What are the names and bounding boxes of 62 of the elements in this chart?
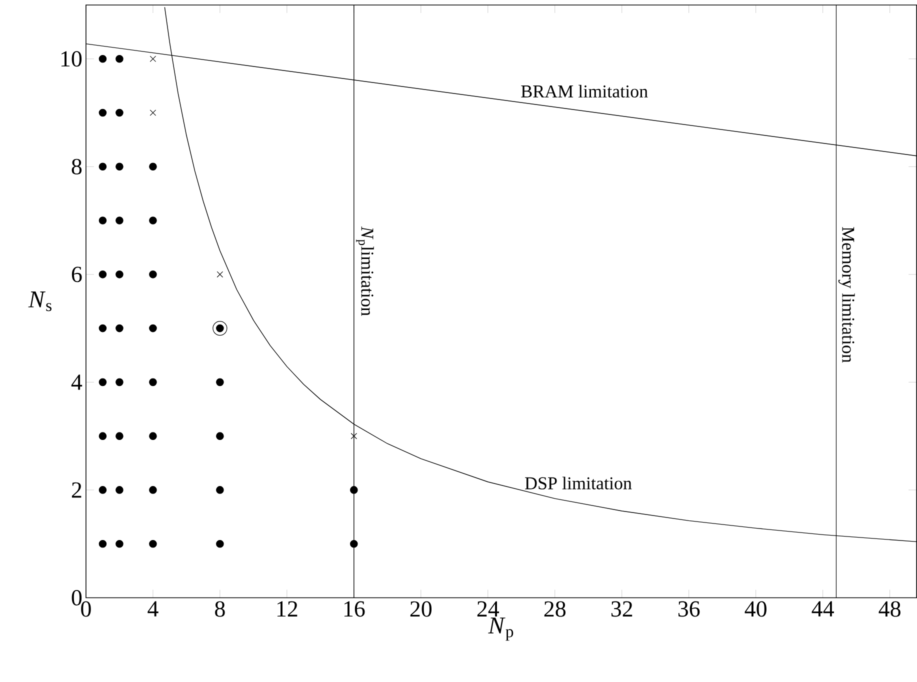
- y-tick-label: 6: [72, 266, 82, 282]
- point: [116, 216, 124, 225]
- y-tick-label: 4: [71, 374, 82, 390]
- point: [116, 324, 124, 332]
- x-axis-title: N$_{p}$: [488, 618, 514, 641]
- point: [350, 540, 358, 548]
- ref-line-label: N$_{p}$limitation: [356, 226, 374, 316]
- x-tick-label: 44: [812, 601, 834, 617]
- point: [116, 162, 124, 171]
- point: [98, 270, 107, 278]
- y-axis-title: N$_{s}$: [28, 292, 52, 312]
- point: [149, 216, 157, 225]
- point: [116, 540, 124, 548]
- point: [149, 486, 157, 494]
- x-tick-label: 4: [148, 601, 158, 617]
- point: [98, 109, 107, 117]
- x-tick-label: 32: [611, 601, 632, 617]
- ref-line-label: Memory limitation: [838, 227, 855, 363]
- series-label: DSP limitation: [525, 476, 632, 490]
- point: [216, 378, 224, 386]
- y-tick-label: 2: [72, 482, 82, 498]
- point: [98, 432, 107, 440]
- point: [149, 432, 157, 440]
- x-tick-label: 16: [344, 601, 365, 617]
- x-tick-label: 28: [544, 601, 566, 617]
- point: [98, 378, 107, 386]
- point: [150, 110, 156, 116]
- point: [98, 55, 107, 63]
- point: [116, 270, 124, 278]
- point: [216, 486, 224, 494]
- point: [150, 56, 156, 62]
- point: [149, 162, 157, 171]
- y-tick-label: 0: [72, 590, 82, 606]
- x-tick-label: 48: [878, 601, 900, 617]
- point: [116, 486, 124, 494]
- y-tick-label: 8: [72, 159, 82, 175]
- point: [149, 540, 157, 548]
- x-tick-label: 12: [277, 601, 298, 617]
- point: [98, 324, 107, 332]
- x-tick-label: 36: [678, 601, 700, 617]
- point: [149, 324, 157, 332]
- point: [216, 271, 224, 278]
- x-tick-label: 8: [215, 601, 225, 617]
- point: [98, 162, 107, 171]
- point: [116, 109, 124, 117]
- x-tick-label: 20: [410, 601, 432, 617]
- point: [216, 540, 224, 548]
- point: [116, 432, 124, 440]
- point: [98, 216, 107, 225]
- series-label: BRAM limitation: [521, 84, 648, 98]
- point: [216, 432, 224, 440]
- point: [98, 540, 107, 548]
- point: [116, 55, 124, 63]
- point: [149, 378, 157, 386]
- point: [98, 486, 107, 494]
- x-tick-label: 40: [744, 601, 766, 617]
- point: [149, 270, 157, 278]
- point: [116, 378, 124, 386]
- x-tick-label: 24: [477, 601, 500, 617]
- point: [350, 486, 358, 494]
- point: [350, 433, 358, 440]
- y-tick-label: 10: [61, 51, 82, 67]
